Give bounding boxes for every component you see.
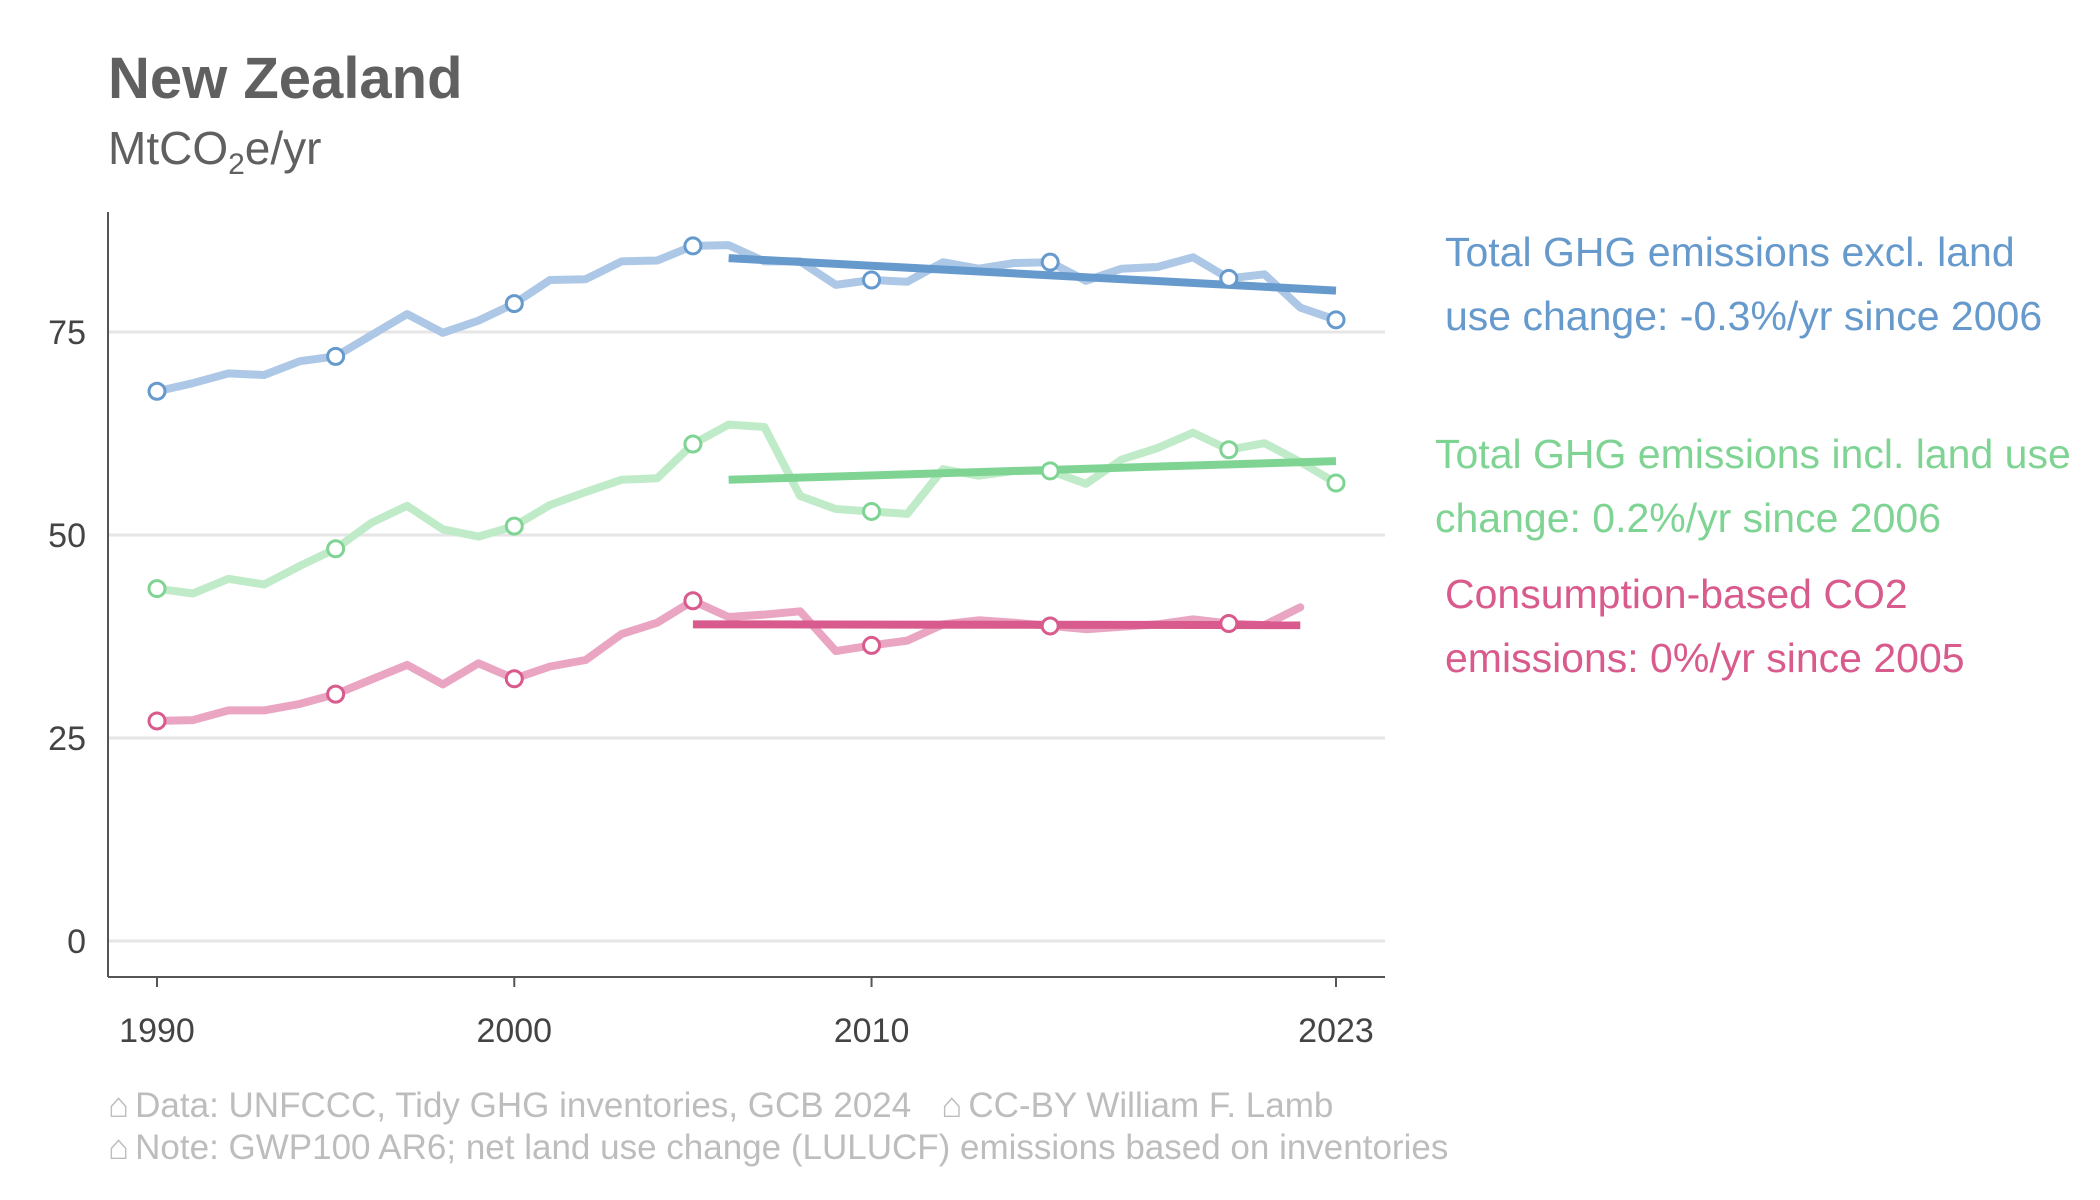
house-icon: ⌂ [108,1128,130,1167]
trend-line-2 [692,620,1301,630]
chart-title: New Zealand [108,46,463,111]
data-point-marker [1040,252,1060,272]
data-point-marker [1219,614,1239,634]
caption-license: CC-BY William F. Lamb [968,1086,1334,1125]
x-tick-label: 1990 [119,1012,195,1050]
unit-subscript: 2 [228,148,245,181]
x-tick-label: 2010 [834,1012,910,1050]
data-point-marker [326,539,346,559]
data-point-marker [147,711,167,731]
data-point-marker [683,434,703,454]
data-point-marker [1326,310,1346,330]
data-point-marker [326,346,346,366]
series-label-incl-luc: Total GHG emissions incl. land use chang… [1435,431,2071,541]
data-point-marker [862,501,882,521]
data-point-marker [683,236,703,256]
data-point-marker [1219,440,1239,460]
unit-subtitle: MtCO2e/yr [108,122,322,180]
data-point-marker [147,381,167,401]
y-tick-label: 25 [48,720,86,758]
data-point-marker [1040,461,1060,481]
data-point-marker [1219,268,1239,288]
data-point-marker [683,591,703,611]
caption-line-1: ⌂ Data: UNFCCC, Tidy GHG inventories, GCB… [108,1088,1333,1123]
data-point-marker [504,669,524,689]
series-line-2 [153,596,1305,725]
unit-main: MtCO [108,122,229,174]
data-point-marker [862,635,882,655]
house-icon: ⌂ [108,1086,130,1125]
caption-line-2: ⌂ Note: GWP100 AR6; net land use change (… [108,1130,1448,1165]
y-tick-label: 75 [48,314,86,352]
y-tick-label: 0 [67,923,86,961]
house-icon: ⌂ [941,1086,963,1125]
series-line-1 [153,420,1340,598]
data-point-marker [1040,616,1060,636]
series-line-0 [153,241,1340,396]
data-point-marker [147,579,167,599]
series-label-consumption: Consumption-based CO2 emissions: 0%/yr s… [1445,571,1965,681]
x-tick-label: 2000 [476,1012,552,1050]
y-tick-label: 50 [48,517,86,555]
data-point-marker [504,516,524,536]
x-tick-label: 2023 [1298,1012,1374,1050]
data-point-marker [862,270,882,290]
caption-data-source: Data: UNFCCC, Tidy GHG inventories, GCB … [135,1086,912,1125]
caption-note: Note: GWP100 AR6; net land use change (L… [135,1128,1449,1167]
data-point-marker [326,684,346,704]
data-point-marker [504,294,524,314]
trend-line-1 [728,457,1337,484]
series-label-excl-luc: Total GHG emissions excl. land use chang… [1445,229,2043,339]
data-point-marker [1326,473,1346,493]
unit-rest: e/yr [244,122,322,174]
